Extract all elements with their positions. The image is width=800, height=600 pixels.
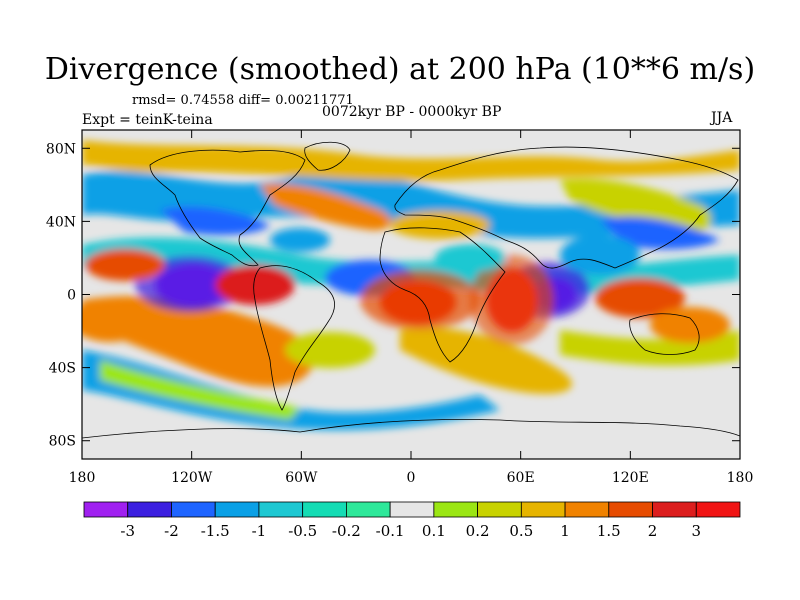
colorbar-swatch [302, 501, 347, 518]
colorbar: -3 -2 -1.5 -1 -0.5 -0.2 -0.1 0.1 0.2 0.5 1 1.5 2 3 [83, 501, 741, 540]
lon-tick-label: 60E [507, 470, 535, 486]
colorbar-label: 0.2 [466, 522, 490, 540]
colorbar-label: -0.1 [376, 522, 405, 540]
colorbar-label: 0.5 [509, 522, 533, 540]
coastline-south-america [253, 265, 335, 411]
field-cell [215, 265, 295, 305]
lon-tick-label: 0 [407, 470, 416, 486]
colorbar-swatch [433, 501, 479, 518]
field-band [560, 178, 711, 233]
colorbar-swatch [695, 501, 741, 518]
field-cell [85, 249, 165, 281]
colorbar-swatch [171, 501, 216, 518]
colorbar-label: 1 [560, 522, 570, 540]
field-cell [390, 211, 490, 239]
lat-tick-label: 0 [67, 288, 76, 304]
field-cell [270, 228, 330, 252]
lat-tick-label: 80S [49, 434, 76, 450]
experiment-label: Expt = teinK-teina [82, 112, 213, 128]
colorbar-label: -1 [252, 522, 267, 540]
colorbar-label: -0.5 [288, 522, 317, 540]
lon-tick-label: 180 [69, 470, 96, 486]
colorbar-swatch [345, 501, 391, 518]
colorbar-swatch [127, 501, 172, 518]
field-band [260, 184, 391, 231]
colorbar-label: -0.2 [332, 522, 361, 540]
colorbar-label: -3 [120, 522, 135, 540]
stats-label: rmsd= 0.74558 diff= 0.00211771 [132, 93, 354, 108]
field-cell [560, 235, 640, 275]
field-cell [435, 244, 505, 272]
lon-tick-label: 180 [727, 470, 754, 486]
colorbar-swatch [214, 501, 260, 518]
colorbar-label: 3 [691, 522, 701, 540]
coastline-north-america [149, 149, 306, 267]
field-band [160, 206, 270, 236]
coastline-australia [629, 313, 700, 355]
period-label: 0072kyr BP - 0000kyr BP [322, 104, 502, 120]
colorbar-swatch [520, 501, 566, 518]
lon-tick-label: 60W [285, 470, 318, 486]
field-band [400, 327, 572, 394]
colorbar-swatch [652, 501, 697, 518]
field-band [82, 350, 500, 430]
field-band [600, 216, 720, 250]
colorbar-swatch [389, 501, 435, 518]
coastline-antarctica [82, 419, 740, 439]
field-band [82, 140, 740, 182]
lat-tick-label: 40S [49, 361, 76, 377]
coastline-greenland [304, 141, 351, 171]
field-cell [285, 332, 375, 368]
coastline-eurasia [394, 146, 739, 269]
lat-tick-label: 40N [46, 214, 76, 230]
field-cell [650, 307, 730, 343]
colorbar-label: 1.5 [597, 522, 621, 540]
colorbar-swatch [477, 501, 522, 518]
lon-tick-label: 120E [612, 470, 649, 486]
lat-tick-label: 80N [46, 141, 76, 157]
colorbar-swatch [258, 501, 304, 518]
longitude-axis: 180 120W 60W 0 60E 120E 180 [69, 130, 754, 486]
colorbar-swatch [564, 501, 610, 518]
divergence-field [82, 130, 740, 459]
field-band [82, 170, 740, 239]
coastline-africa [379, 227, 506, 363]
field-band [100, 360, 300, 420]
field-cell [470, 255, 554, 345]
plot-title: Divergence (smoothed) at 200 hPa (10**6 … [44, 52, 756, 87]
field-cell [82, 298, 150, 342]
colorbar-swatch [83, 501, 129, 518]
lon-tick-label: 120W [171, 470, 213, 486]
coastlines [82, 141, 740, 439]
field-cell [595, 278, 685, 318]
colorbar-label: -1.5 [201, 522, 230, 540]
colorbar-label: 0.1 [422, 522, 446, 540]
colorbar-label: -2 [164, 522, 179, 540]
colorbar-swatch [608, 501, 653, 518]
field-cell [360, 270, 480, 330]
season-label: JJA [711, 110, 733, 126]
latitude-axis: 80N 40N 0 40S 80S [46, 141, 740, 450]
colorbar-label: 2 [648, 522, 658, 540]
